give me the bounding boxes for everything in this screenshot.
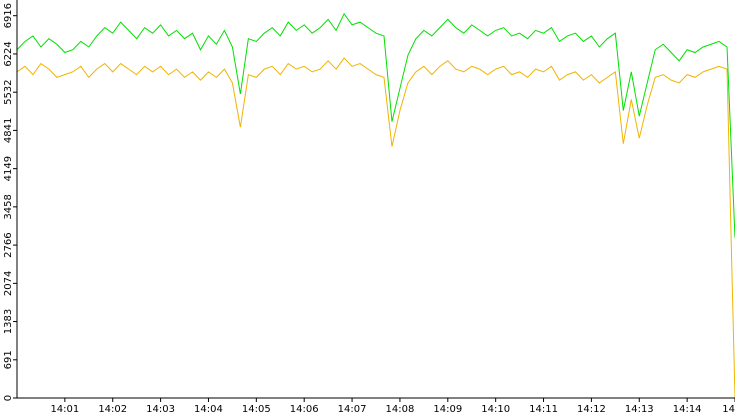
- y-tick-label: 5532: [3, 79, 14, 104]
- y-tick-label: 3458: [3, 194, 14, 219]
- x-tick-label: 14:03: [146, 404, 175, 415]
- x-tick-label: 14:08: [386, 404, 415, 415]
- x-tick-label: 14:09: [433, 404, 462, 415]
- y-tick-label: 6916: [3, 3, 14, 28]
- x-tick-label: 14:07: [338, 404, 367, 415]
- y-tick-label: 6224: [3, 41, 14, 66]
- series-line: [16, 12, 735, 238]
- y-tick-label: 0: [3, 395, 14, 401]
- x-tick-label: 14:14: [673, 404, 702, 415]
- x-tick-label: 14:11: [529, 404, 558, 415]
- x-tick-label: 14:04: [194, 404, 223, 415]
- x-tick-label: 14:02: [98, 404, 127, 415]
- x-tick-label: 14:05: [242, 404, 271, 415]
- x-tick-label: 14: [722, 404, 735, 415]
- y-tick-label: 4149: [3, 156, 14, 181]
- x-tick-label: 14:06: [290, 404, 319, 415]
- y-tick-label: 1383: [3, 309, 14, 334]
- x-tick-label: 14:01: [50, 404, 79, 415]
- x-tick-label: 14:12: [577, 404, 606, 415]
- x-tick-label: 14:13: [625, 404, 654, 415]
- y-tick-label: 2766: [3, 232, 14, 257]
- y-tick-label: 691: [3, 350, 14, 369]
- y-tick-label: 2074: [3, 271, 14, 296]
- series-line: [16, 57, 735, 399]
- x-tick-label: 14:10: [481, 404, 510, 415]
- y-tick-label: 4841: [3, 118, 14, 143]
